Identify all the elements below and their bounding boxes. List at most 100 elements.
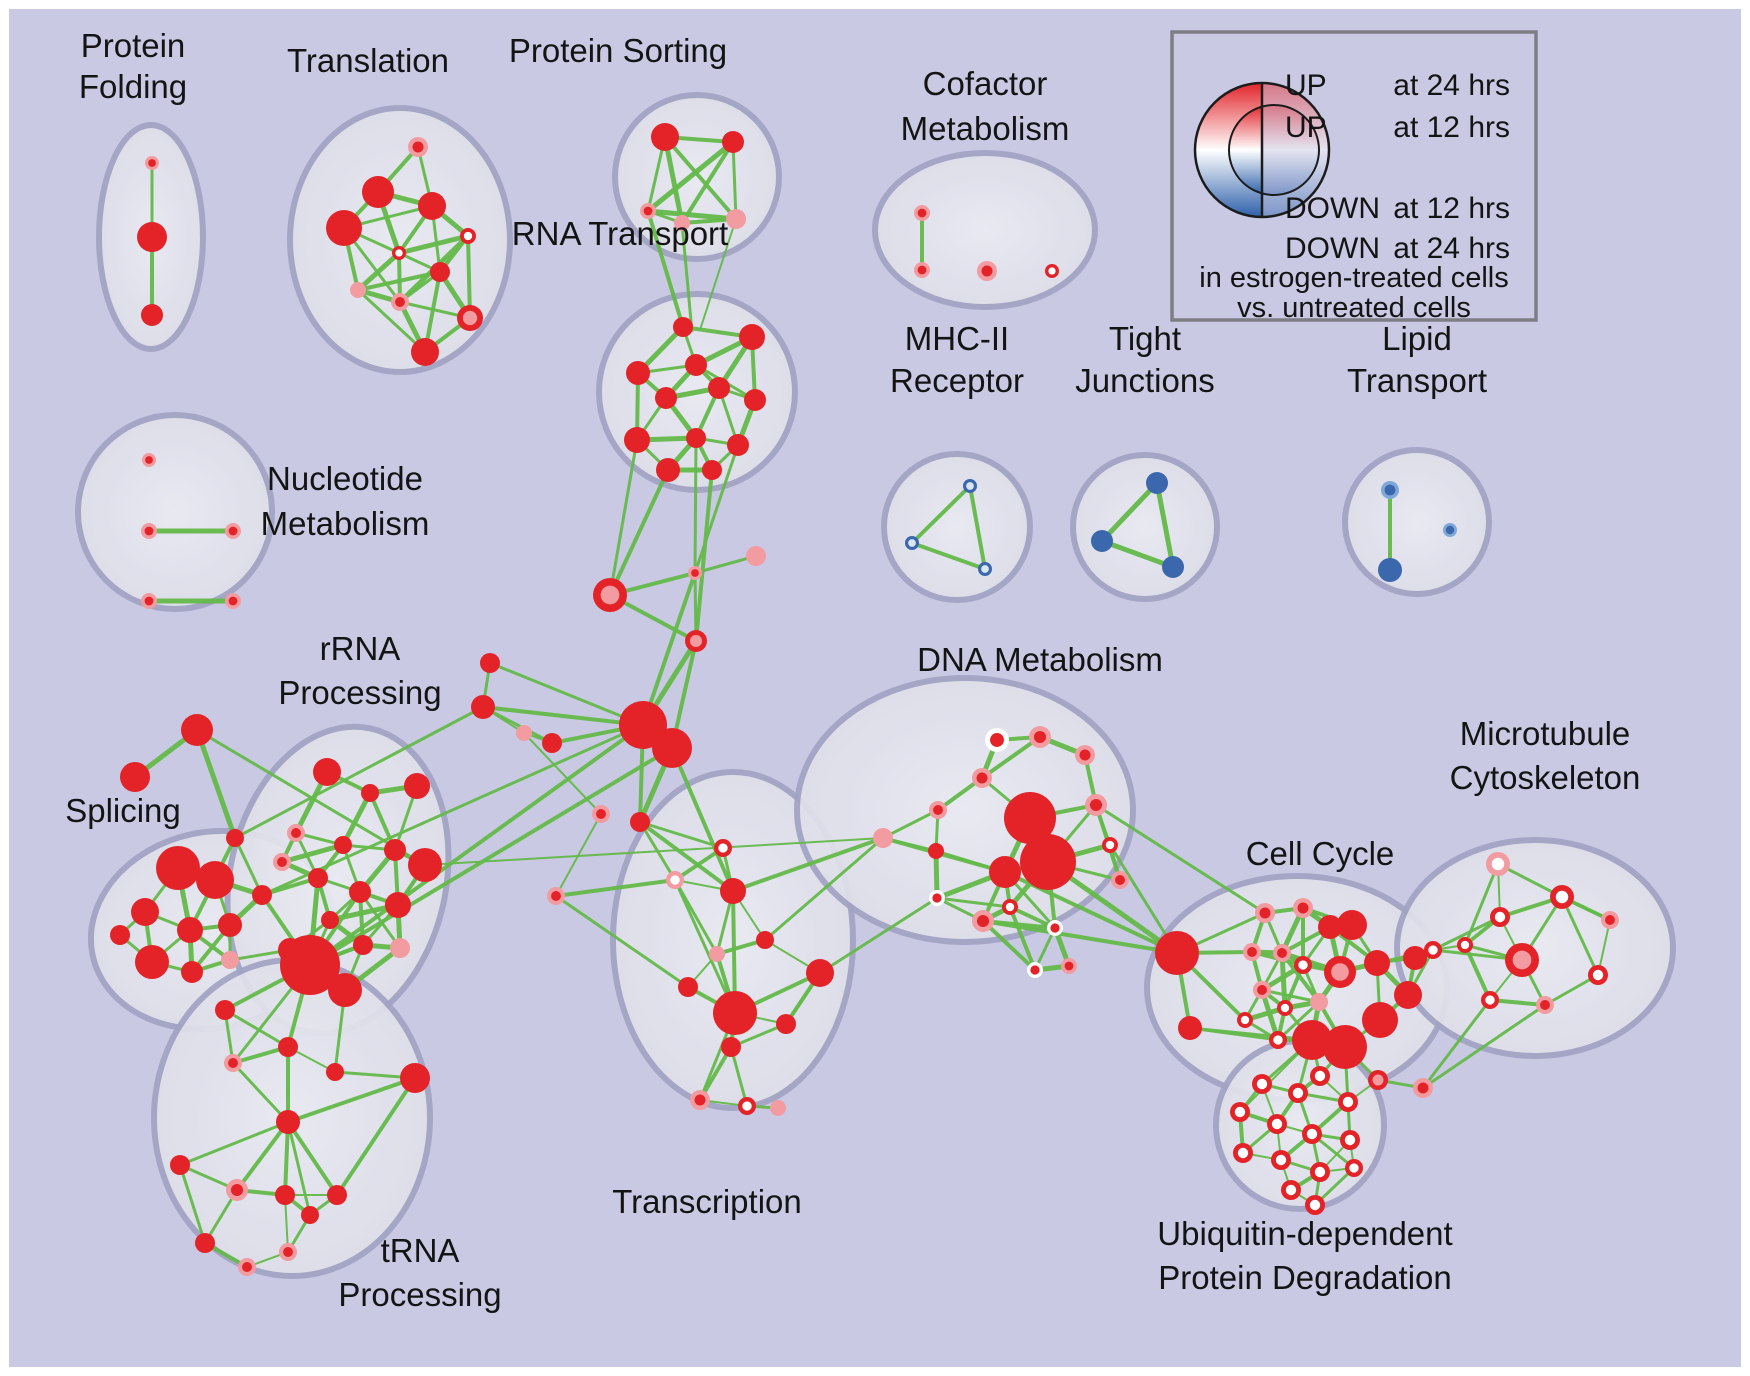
network-node-solid	[276, 1110, 300, 1134]
network-edge	[178, 1164, 207, 1244]
network-edge	[646, 210, 685, 328]
network-node-paleRing	[279, 1243, 297, 1261]
network-edge	[555, 894, 689, 989]
network-edge	[224, 1008, 289, 1049]
network-edge	[1279, 952, 1288, 1009]
legend-down24-label: DOWN	[1285, 232, 1380, 265]
legend-caption-line2: vs. untreated cells	[1237, 292, 1471, 324]
cluster-ellipse-tight-junctions	[1070, 452, 1220, 602]
network-node-pale	[221, 951, 239, 969]
network-edge	[731, 141, 738, 220]
cluster-label-protein-folding: Folding	[79, 68, 187, 105]
network-edge	[335, 1076, 417, 1197]
network-node-solid	[727, 434, 749, 456]
network-edge	[1280, 951, 1321, 1004]
network-edge	[641, 572, 697, 726]
network-node-solid	[1178, 1016, 1202, 1040]
cluster-ellipse-mhc-ii-receptor	[881, 451, 1033, 603]
network-node-paleRing	[273, 853, 291, 871]
cluster-label-ubiquitin-degradation: Ubiquitin-dependent	[1157, 1215, 1452, 1252]
network-node-solid	[806, 959, 834, 987]
network-node-solid	[720, 878, 746, 904]
network-node-solid	[141, 304, 163, 326]
network-edge	[936, 896, 1011, 909]
network-node-solid	[215, 1000, 235, 1020]
network-edge	[1189, 1026, 1313, 1042]
network-edge	[1276, 1000, 1321, 1042]
network-node-paleCore	[1324, 956, 1356, 988]
cluster-ellipse-cofactor-metabolism	[872, 150, 1098, 310]
cluster-label-lipid-transport: Transport	[1347, 362, 1487, 399]
network-edge	[1497, 862, 1563, 899]
network-edge	[356, 251, 401, 292]
network-node-paleRing	[592, 805, 610, 823]
network-edge	[398, 233, 469, 256]
network-node-paleRing	[141, 523, 157, 539]
network-node-blue	[1091, 530, 1113, 552]
cluster-label-mhc-ii-receptor: MHC-II	[905, 320, 1009, 357]
network-edge	[286, 1121, 312, 1216]
network-node-solid	[280, 935, 340, 995]
network-node-paleRing	[929, 801, 947, 819]
network-edge	[1008, 906, 1037, 971]
network-node-paleRing	[142, 453, 156, 467]
network-node-solid	[430, 262, 450, 282]
network-node-solid	[619, 701, 667, 749]
network-edge	[1544, 973, 1599, 1007]
network-edge	[179, 1120, 289, 1167]
network-node-solid	[120, 762, 150, 792]
network-node-solid	[471, 695, 495, 719]
network-node-whiteRing	[1047, 920, 1063, 936]
legend-up24-label: UP	[1285, 69, 1327, 102]
network-node-blue	[1378, 558, 1402, 582]
network-node-solid	[626, 361, 650, 385]
network-node-solid	[170, 1155, 190, 1175]
network-node-whiteCore	[738, 1097, 756, 1115]
network-node-solid	[110, 925, 130, 945]
network-node-solid	[326, 210, 362, 246]
network-node-solid	[652, 728, 692, 768]
network-node-solid	[301, 1206, 319, 1224]
cluster-ellipse-lipid-transport	[1342, 447, 1492, 597]
network-node-paleCore	[685, 630, 707, 652]
network-edge	[680, 140, 735, 225]
network-edge	[1100, 481, 1159, 543]
cluster-ellipse-translation	[287, 105, 513, 375]
network-node-whiteCore	[1237, 1012, 1253, 1028]
network-node-whiteCore	[1302, 1124, 1322, 1144]
network-node-solid	[308, 868, 328, 888]
network-node-paleRing	[226, 1179, 248, 1201]
network-edge	[639, 820, 724, 850]
network-edge	[231, 1061, 290, 1124]
network-node-solid	[313, 758, 341, 786]
network-node-solid	[1403, 946, 1427, 970]
network-node-solid	[156, 846, 200, 890]
network-node-solid	[744, 389, 766, 411]
network-node-paleCore	[1505, 943, 1539, 977]
network-edge	[693, 444, 740, 574]
network-node-paleRing	[238, 1258, 256, 1276]
network-edge	[233, 837, 264, 896]
network-node-whiteCore	[1424, 941, 1442, 959]
legend-up12-time: at 12 hrs	[1393, 111, 1510, 144]
cluster-label-mhc-ii-receptor: Receptor	[890, 362, 1024, 399]
network-node-whiteCore	[1045, 264, 1059, 278]
network-node-whiteCore	[714, 839, 732, 857]
network-node-pale	[516, 725, 532, 741]
network-node-blueLightRing	[1443, 523, 1457, 537]
network-node-solid	[226, 829, 244, 847]
network-node-whiteCore	[460, 228, 476, 244]
network-edge	[356, 288, 427, 354]
network-edge	[1560, 896, 1600, 976]
network-node-solid	[713, 991, 757, 1035]
network-node-solid	[624, 427, 650, 453]
network-node-solid	[326, 1063, 344, 1081]
network-node-whiteCore	[1310, 1162, 1330, 1182]
network-node-paleRing	[1273, 944, 1291, 962]
network-edge	[234, 705, 484, 840]
network-node-solid	[1155, 931, 1199, 975]
cluster-label-trna-processing: Processing	[338, 1276, 501, 1313]
network-edge	[283, 1121, 290, 1196]
